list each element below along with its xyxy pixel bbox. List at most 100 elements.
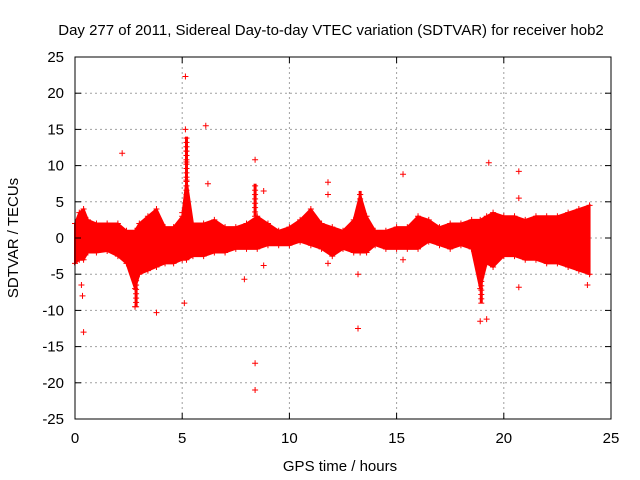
data-point <box>490 209 497 216</box>
data-point <box>275 227 282 234</box>
data-point <box>554 260 561 267</box>
data-point <box>457 242 464 249</box>
data-point <box>204 180 211 187</box>
data-point <box>586 271 593 278</box>
data-point <box>543 213 550 220</box>
data-point <box>80 329 87 336</box>
data-point <box>80 206 87 213</box>
data-point <box>372 242 379 249</box>
data-point <box>565 263 572 270</box>
x-tick-label: 10 <box>281 430 298 447</box>
data-point <box>515 284 522 291</box>
data-point <box>393 224 400 231</box>
y-tick-label: -15 <box>42 339 64 356</box>
data-point <box>170 224 177 231</box>
data-point <box>400 256 407 263</box>
data-point <box>119 150 126 157</box>
data-point <box>252 156 259 163</box>
y-tick-label: -25 <box>42 411 64 428</box>
x-axis-label: GPS time / hours <box>283 458 397 475</box>
data-point <box>153 206 160 213</box>
data-point <box>183 256 190 263</box>
data-point <box>84 249 91 256</box>
data-point <box>183 158 190 165</box>
data-point <box>189 253 196 260</box>
data-point <box>200 253 207 260</box>
data-point <box>181 300 188 307</box>
data-point <box>436 242 443 249</box>
y-tick-label: 10 <box>47 158 64 175</box>
data-point <box>393 245 400 252</box>
y-tick-label: -10 <box>42 302 64 319</box>
data-point <box>415 213 422 220</box>
data-point <box>76 209 83 216</box>
data-point <box>211 249 218 256</box>
data-point <box>404 224 411 231</box>
data-point <box>286 242 293 249</box>
data-point <box>404 245 411 252</box>
data-point <box>222 249 229 256</box>
data-point <box>477 216 484 223</box>
data-point <box>123 260 130 267</box>
data-point <box>468 245 475 252</box>
data-point <box>232 245 239 252</box>
y-tick-label: -20 <box>42 375 64 392</box>
y-tick-label: 25 <box>47 49 64 66</box>
data-point <box>162 260 169 267</box>
data-point <box>264 242 271 249</box>
x-tick-label: 0 <box>71 430 79 447</box>
data-point <box>132 227 139 234</box>
data-point <box>329 224 336 231</box>
data-point <box>554 213 561 220</box>
data-point <box>500 253 507 260</box>
chart-title: Day 277 of 2011, Sidereal Day-to-day VTE… <box>58 22 604 39</box>
data-point <box>575 206 582 213</box>
data-point <box>477 318 484 325</box>
data-point <box>182 126 189 133</box>
data-point <box>363 249 370 256</box>
data-point <box>264 220 271 227</box>
data-point <box>202 122 209 129</box>
data-point <box>425 216 432 223</box>
data-point <box>447 245 454 252</box>
data-point <box>415 245 422 252</box>
y-axis-label: SDTVAR / TECUs <box>5 178 22 298</box>
data-point <box>532 213 539 220</box>
data-point <box>78 282 85 289</box>
data-point <box>84 216 91 223</box>
data-point <box>170 260 177 267</box>
x-tick-label: 20 <box>495 430 512 447</box>
data-point <box>307 206 314 213</box>
data-point <box>584 282 591 289</box>
data-point <box>297 238 304 245</box>
data-point <box>183 148 190 155</box>
data-point <box>132 303 139 310</box>
data-point <box>483 213 490 220</box>
data-point <box>575 267 582 274</box>
data-point <box>511 253 518 260</box>
data-point <box>80 256 87 263</box>
data-point <box>136 220 143 227</box>
y-tick-label: 0 <box>56 230 64 247</box>
data-point <box>93 249 100 256</box>
x-tick-label: 15 <box>388 430 405 447</box>
data-point <box>447 220 454 227</box>
data-point <box>515 168 522 175</box>
x-axis: 0 5 10 15 20 25 <box>71 57 619 447</box>
data-point <box>522 216 529 223</box>
data-point <box>104 220 111 227</box>
data-point <box>490 263 497 270</box>
data-point <box>241 276 248 283</box>
data-point <box>340 227 346 234</box>
data-point <box>436 224 443 231</box>
data-point <box>382 227 389 234</box>
data-point <box>260 187 267 194</box>
data-point <box>400 171 407 178</box>
x-tick-label: 5 <box>178 430 186 447</box>
data-point <box>182 73 189 80</box>
data-point <box>329 253 336 260</box>
data-point <box>260 262 267 269</box>
data-point <box>114 253 121 260</box>
data-point <box>222 224 229 231</box>
